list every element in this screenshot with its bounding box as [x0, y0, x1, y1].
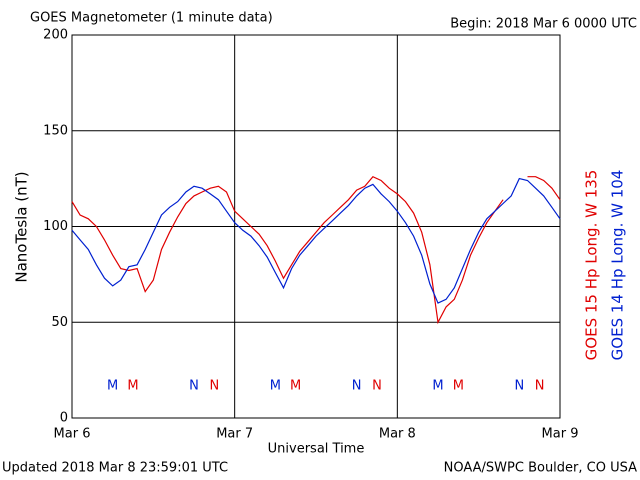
y-tick-label: 150 [43, 123, 68, 138]
x-tick-label: Mar 7 [216, 427, 253, 442]
y-tick-label: 0 [60, 411, 68, 426]
time-marker: N [514, 379, 524, 394]
x-tick-label: Mar 6 [54, 427, 91, 442]
y-tick-label: 200 [43, 28, 68, 43]
x-tick-label: Mar 8 [379, 427, 416, 442]
y-tick-label: 50 [51, 315, 68, 330]
begin-label: Begin: 2018 Mar 6 0000 UTC [450, 17, 637, 32]
time-marker: M [290, 379, 301, 394]
time-marker: M [432, 379, 443, 394]
x-tick-label: Mar 9 [542, 427, 579, 442]
time-marker: N [535, 379, 545, 394]
time-marker: M [127, 379, 138, 394]
time-marker: M [453, 379, 464, 394]
time-marker: N [372, 379, 382, 394]
plot-frame [71, 34, 561, 419]
time-marker: N [209, 379, 219, 394]
chart-title: GOES Magnetometer (1 minute data) [30, 11, 273, 26]
time-marker: M [107, 379, 118, 394]
x-axis-label: Universal Time [268, 442, 365, 457]
time-marker: N [352, 379, 362, 394]
y-tick-label: 100 [43, 219, 68, 234]
legend-entry: GOES 14 Hp Long. W 104 [609, 170, 627, 361]
series-line [71, 175, 561, 325]
series-line [71, 177, 561, 304]
footer-right: NOAA/SWPC Boulder, CO USA [444, 461, 637, 476]
time-marker: M [270, 379, 281, 394]
y-axis-label: NanoTesla (nT) [13, 171, 31, 282]
time-marker: N [189, 379, 199, 394]
footer-left: Updated 2018 Mar 8 23:59:01 UTC [2, 461, 228, 476]
legend-entry: GOES 15 Hp Long. W 135 [583, 170, 601, 361]
